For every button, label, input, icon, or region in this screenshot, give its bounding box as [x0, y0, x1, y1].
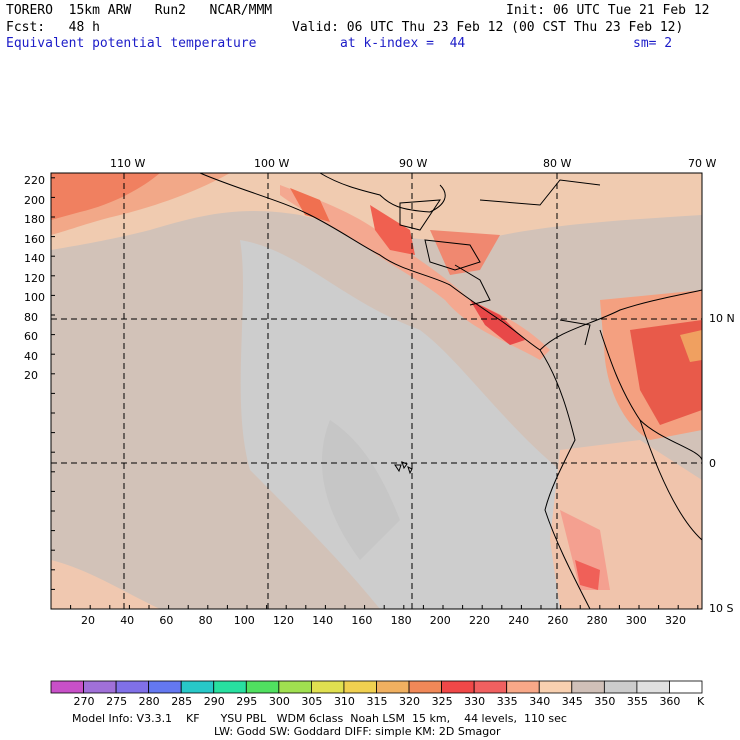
colorbar-label: 305	[301, 695, 323, 708]
colorbar-swatch	[50, 680, 84, 694]
colorbar-swatch	[571, 680, 605, 694]
colorbar-label: 340	[529, 695, 551, 708]
colorbar-swatch	[473, 680, 508, 694]
lon-label: 90 W	[399, 157, 428, 170]
colorbar-label: 270	[73, 695, 95, 708]
valid-time: Valid: 06 UTC Thu 23 Feb 12 (00 CST Thu …	[292, 20, 684, 35]
x-tick-label: 220	[469, 614, 490, 627]
x-tick-label: 240	[508, 614, 530, 627]
colorbar-swatch	[213, 680, 247, 694]
colorbar-swatch	[115, 680, 150, 694]
x-tick-label: 260	[547, 614, 569, 627]
colorbar-label: 345	[561, 695, 583, 708]
lat-lon-grid	[51, 173, 702, 609]
colorbar-label: 350	[594, 695, 616, 708]
colorbar-label: 335	[496, 695, 518, 708]
colorbar-label: 290	[203, 695, 225, 708]
colorbar-swatch	[245, 680, 280, 694]
colorbar-swatch	[538, 680, 573, 694]
lon-label: 80 W	[543, 157, 572, 170]
colorbar-label: 310	[333, 695, 355, 708]
model-info-line1: Model Info: V3.3.1 KF YSU PBL WDM 6class…	[72, 712, 567, 725]
colorbar-swatch	[278, 680, 312, 694]
lon-label: 110 W	[110, 157, 146, 170]
y-tick-label: 220	[24, 174, 45, 187]
y-tick-label: 60	[24, 330, 38, 343]
forecast-hour: Fcst: 48 h	[6, 20, 100, 35]
axis-ticks	[50, 177, 699, 610]
colorbar-label: 300	[268, 695, 290, 708]
colorbar-swatch	[376, 680, 410, 694]
x-tick-label: 120	[273, 614, 294, 627]
x-tick-label: 200	[429, 614, 451, 627]
colorbar-swatch	[506, 680, 540, 694]
x-tick-label: 40	[120, 614, 135, 627]
coastline-layer	[199, 172, 703, 610]
field-layer	[51, 173, 702, 609]
y-tick-label: 140	[24, 252, 45, 265]
level-info: at k-index = 44	[340, 36, 466, 51]
x-tick-label: 100	[233, 614, 255, 627]
lat-label: 10 N	[709, 312, 735, 325]
colorbar-label: 275	[106, 695, 128, 708]
plot-frame	[50, 172, 703, 610]
colorbar-swatch	[148, 680, 182, 694]
colorbar-swatch	[343, 680, 377, 694]
colorbar-label: 355	[626, 695, 648, 708]
x-tick-label: 300	[625, 614, 647, 627]
colorbar-swatch	[408, 680, 442, 694]
colorbar-swatch	[636, 680, 670, 694]
y-tick-label: 200	[24, 193, 45, 207]
colorbar-swatch	[83, 680, 117, 694]
x-tick-label: 60	[159, 614, 174, 627]
y-tick-label: 120	[24, 271, 45, 285]
colorbar-swatch	[603, 680, 638, 694]
colorbar-swatch	[441, 680, 475, 694]
model-info-line2: LW: Godd SW: Goddard DIFF: simple KM: 2D…	[214, 725, 501, 738]
colorbar-label: 285	[171, 695, 193, 708]
lon-label: 100 W	[254, 157, 290, 170]
colorbar-label: 295	[236, 695, 258, 708]
colorbar-label: 315	[366, 695, 388, 708]
y-tick-label: 80	[24, 310, 38, 324]
y-tick-label: 20	[24, 369, 38, 382]
field-name: Equivalent potential temperature	[6, 36, 257, 51]
colorbar-label: 320	[399, 695, 421, 708]
colorbar-label: 325	[431, 695, 453, 708]
colorbar-label: 330	[464, 695, 486, 708]
colorbar-label: 360	[659, 695, 681, 708]
x-tick-label: 80	[198, 614, 213, 627]
y-tick-label: 100	[24, 291, 45, 304]
colorbar-swatch	[669, 680, 703, 694]
colorbar-swatch	[180, 680, 215, 694]
x-tick-label: 140	[312, 614, 334, 627]
x-tick-label: 180	[390, 614, 412, 627]
x-tick-label: 320	[665, 614, 686, 627]
init-time: Init: 06 UTC Tue 21 Feb 12	[506, 3, 710, 18]
lon-label: 70 W	[688, 157, 717, 170]
x-tick-label: 160	[351, 614, 373, 627]
x-tick-label: 20	[81, 614, 95, 627]
y-tick-label: 180	[24, 213, 45, 226]
y-tick-label: 160	[24, 232, 45, 246]
y-tick-label: 40	[24, 349, 38, 363]
smoothing-info: sm= 2	[633, 36, 673, 51]
colorbar	[50, 680, 703, 694]
colorbar-swatch	[310, 680, 345, 694]
model-title: TORERO 15km ARW Run2 NCAR/MMM	[6, 3, 273, 18]
x-tick-label: 280	[586, 614, 608, 627]
lat-label: 0	[709, 457, 716, 470]
colorbar-unit: K	[697, 695, 705, 708]
colorbar-label: 280	[138, 695, 160, 708]
lat-label: 10 S	[709, 602, 734, 615]
